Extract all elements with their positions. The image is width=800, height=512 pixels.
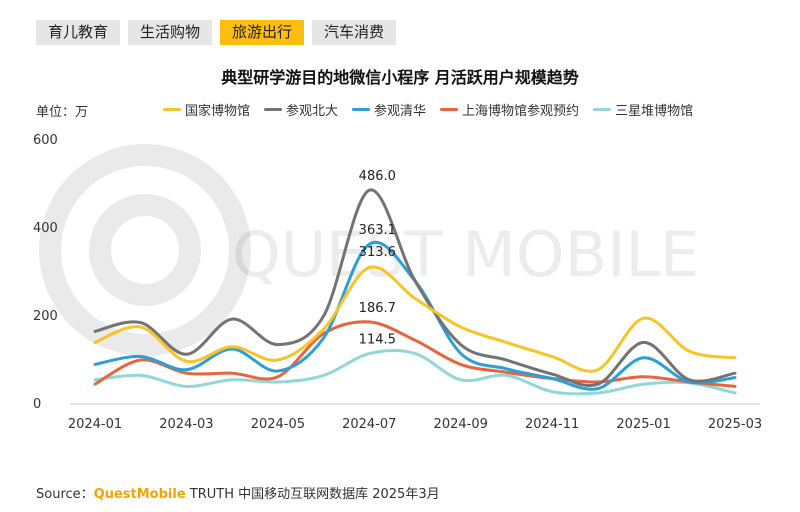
x-tick-label: 2024-11 [525,417,579,432]
data-label: 486.0 [359,169,396,184]
legend-label: 国家博物馆 [185,104,251,119]
chart-legend: 国家博物馆 参观北大 参观清华 上海博物馆参观预约 三星堆博物馆 [163,100,693,119]
y-tick-label: 400 [33,221,58,236]
source-brand: QuestMobile [93,487,186,502]
legend-label: 三星堆博物馆 [615,104,694,119]
tab-travel[interactable]: 旅游出行 [220,20,305,45]
legend-item: 国家博物馆 [163,100,250,119]
legend-swatch [593,108,612,111]
series-line [93,320,737,388]
unit-label: 单位：万 [36,105,89,120]
data-label: 313.6 [359,245,396,260]
x-tick-label: 2024-09 [434,417,488,432]
legend-label: 参观北大 [286,104,339,119]
tab-parenting-education[interactable]: 育儿教育 [36,20,121,45]
series-line [93,240,737,391]
series-line [93,349,737,396]
tab-auto-consumption[interactable]: 汽车消费 [312,20,397,45]
category-tabs: 育儿教育 生活购物 旅游出行 汽车消费 [36,20,397,45]
source-note: Source：QuestMobile TRUTH 中国移动互联网数据库 2025… [36,483,440,502]
x-tick-label: 2024-05 [251,417,305,432]
legend-item: 上海博物馆参观预约 [440,100,579,119]
y-tick-label: 0 [33,397,41,412]
series-line [93,188,737,387]
tab-life-shopping[interactable]: 生活购物 [128,20,213,45]
legend-label: 参观清华 [374,104,427,119]
y-tick-label: 600 [33,133,58,148]
data-label: 114.5 [359,333,396,348]
legend-swatch [264,108,283,111]
x-tick-label: 2024-01 [68,417,122,432]
x-tick-label: 2025-03 [708,417,762,432]
source-prefix: Source： [36,487,94,502]
legend-swatch [440,108,459,111]
legend-item: 参观清华 [352,100,426,119]
legend-item: 三星堆博物馆 [593,100,693,119]
data-label: 363.1 [359,223,396,238]
legend-label: 上海博物馆参观预约 [462,104,580,119]
x-tick-label: 2025-01 [616,417,670,432]
data-label: 186.7 [359,301,396,316]
legend-swatch [352,108,371,111]
x-tick-label: 2024-03 [159,417,213,432]
legend-swatch [163,108,181,111]
source-suffix: TRUTH 中国移动互联网数据库 2025年3月 [185,487,440,502]
series-line [93,265,737,373]
y-tick-label: 200 [33,309,58,324]
chart-title: 典型研学游目的地微信小程序 月活跃用户规模趋势 [221,68,579,87]
legend-item: 参观北大 [264,100,338,119]
x-tick-label: 2024-07 [342,417,396,432]
